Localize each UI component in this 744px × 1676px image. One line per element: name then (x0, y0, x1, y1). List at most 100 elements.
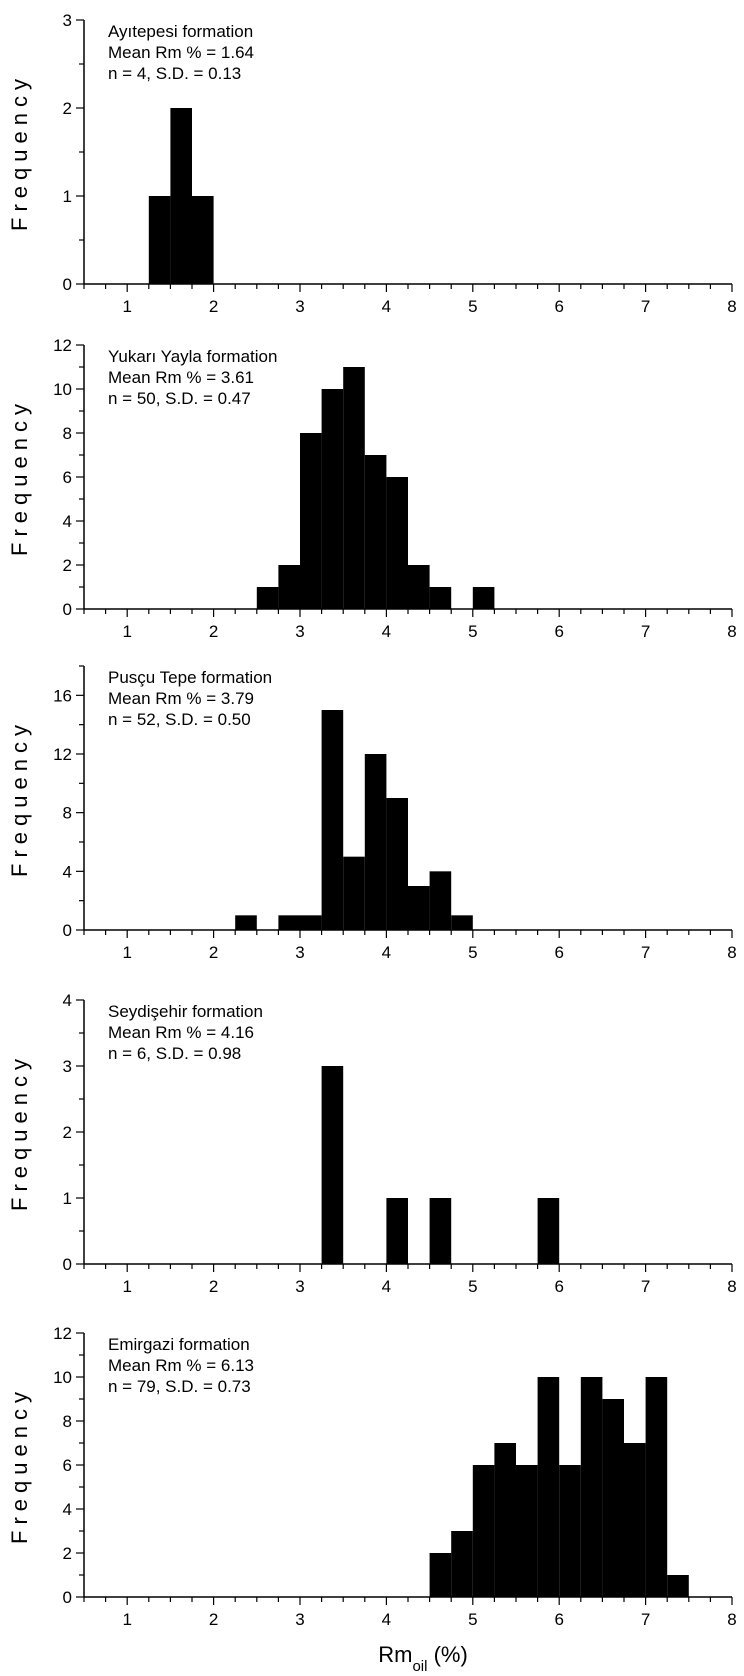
y-tick-label: 4 (63, 512, 72, 531)
x-tick-label: 2 (209, 1277, 218, 1296)
x-tick-label: 7 (641, 1277, 650, 1296)
panel-annotation-line: n = 4, S.D. = 0.13 (108, 64, 241, 83)
panel-annotation-line: Emirgazi formation (108, 1335, 250, 1354)
x-tick-label: 4 (382, 1610, 391, 1629)
x-tick-label: 7 (641, 943, 650, 962)
histogram-bar (278, 565, 300, 609)
histogram-bar (667, 1575, 689, 1597)
x-tick-label: 2 (209, 297, 218, 316)
histogram-bar (429, 1198, 452, 1264)
histogram-bar (386, 1198, 408, 1264)
histogram-bar (429, 871, 452, 930)
y-axis-label: Frequency (7, 73, 32, 231)
y-tick-label: 0 (63, 1588, 72, 1607)
panel-annotation-line: Mean Rm % = 1.64 (108, 43, 254, 62)
x-tick-label: 7 (641, 622, 650, 641)
y-tick-label: 0 (63, 600, 72, 619)
x-tick-label: 2 (209, 1610, 218, 1629)
histogram-bar (386, 477, 408, 609)
y-tick-label: 3 (63, 11, 72, 30)
histogram-bar (321, 1066, 344, 1264)
y-tick-label: 12 (53, 1324, 72, 1343)
y-tick-label: 12 (53, 336, 72, 355)
x-tick-label: 3 (295, 622, 304, 641)
x-tick-label: 7 (641, 297, 650, 316)
x-tick-label: 1 (122, 1277, 131, 1296)
histogram-bar (451, 915, 473, 930)
x-tick-label: 5 (468, 622, 477, 641)
histogram-bar (386, 798, 408, 930)
x-tick-label: 5 (468, 943, 477, 962)
histogram-bar (364, 754, 387, 930)
x-tick-label: 8 (727, 1610, 736, 1629)
histogram-bar (537, 1377, 560, 1597)
panel-annotation-line: Yukarı Yayla formation (108, 347, 277, 366)
y-tick-label: 10 (53, 1368, 72, 1387)
histogram-panel-4: 1 2 3 4 5 6 7 8 0 1 2 3 4 Frequency Seydişehir formati… (7, 991, 737, 1296)
x-tick-label: 4 (382, 943, 391, 962)
x-tick-label: 1 (122, 622, 131, 641)
y-tick-label: 1 (63, 1189, 72, 1208)
x-tick-label: 5 (468, 297, 477, 316)
y-tick-label: 16 (53, 686, 72, 705)
y-tick-label: 2 (63, 1123, 72, 1142)
panel-annotation-line: Ayıtepesi formation (108, 22, 253, 41)
histogram-bar (148, 196, 171, 284)
x-tick-label: 3 (295, 1277, 304, 1296)
x-tick-label: 6 (554, 1610, 563, 1629)
x-tick-label: 8 (727, 622, 736, 641)
y-tick-label: 2 (63, 556, 72, 575)
histogram-bar (170, 108, 192, 284)
histogram-bar (192, 196, 214, 284)
x-tick-label: 8 (727, 1277, 736, 1296)
histogram-bar (321, 389, 344, 609)
x-axis-label: Rmoil (%) (378, 1642, 468, 1675)
y-axis-label: Frequency (7, 1386, 32, 1544)
panel-annotation-line: Seydişehir formation (108, 1002, 263, 1021)
histogram-bar (278, 915, 300, 930)
histogram-bar (364, 455, 387, 609)
histogram-bar (300, 433, 322, 609)
y-tick-label: 2 (63, 99, 72, 118)
x-tick-label: 3 (295, 297, 304, 316)
y-tick-label: 10 (53, 380, 72, 399)
y-tick-label: 3 (63, 1057, 72, 1076)
x-tick-label: 4 (382, 622, 391, 641)
x-tick-label: 8 (727, 297, 736, 316)
x-tick-label: 1 (122, 1610, 131, 1629)
histogram-bar (256, 587, 279, 609)
histogram-bar (494, 1443, 516, 1597)
x-tick-label: 3 (295, 943, 304, 962)
y-tick-label: 8 (63, 804, 72, 823)
histogram-bar (559, 1465, 581, 1597)
panel-annotation-line: Mean Rm % = 4.16 (108, 1023, 254, 1042)
histogram-panel-1: 1 2 3 4 5 6 7 8 0 1 2 3 Frequency Ayıtepesi formation… (7, 11, 737, 316)
y-tick-label: 0 (63, 1255, 72, 1274)
x-tick-label: 5 (468, 1610, 477, 1629)
histogram-bar (408, 886, 430, 930)
x-tick-label: 4 (382, 297, 391, 316)
histogram-bar (537, 1198, 560, 1264)
y-tick-label: 4 (63, 991, 72, 1010)
y-tick-label: 12 (53, 745, 72, 764)
x-tick-label: 6 (554, 622, 563, 641)
y-axis-label: Frequency (7, 398, 32, 556)
panel-annotation-line: n = 50, S.D. = 0.47 (108, 389, 251, 408)
y-axis-label: Frequency (7, 1053, 32, 1211)
panel-annotation-line: n = 6, S.D. = 0.98 (108, 1044, 241, 1063)
histogram-bar (235, 915, 257, 930)
x-tick-label: 2 (209, 622, 218, 641)
y-tick-label: 1 (63, 187, 72, 206)
x-tick-label: 4 (382, 1277, 391, 1296)
y-tick-label: 2 (63, 1544, 72, 1563)
histogram-bar (472, 1465, 495, 1597)
x-tick-label: 3 (295, 1610, 304, 1629)
y-tick-label: 6 (63, 1456, 72, 1475)
panel-annotation-line: Pusçu Tepe formation (108, 668, 272, 687)
histogram-bar (321, 710, 344, 930)
panel-annotation-line: Mean Rm % = 3.79 (108, 689, 254, 708)
y-tick-label: 0 (63, 275, 72, 294)
